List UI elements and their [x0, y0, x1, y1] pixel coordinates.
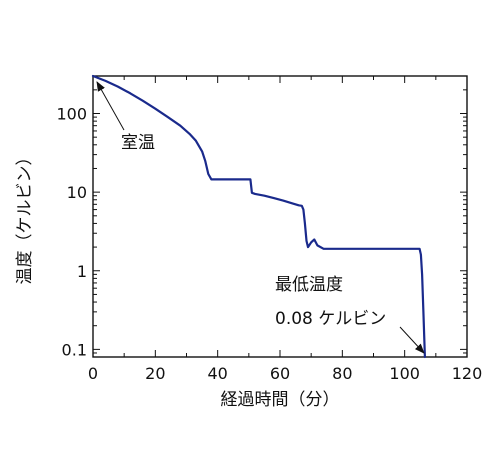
- axes: 0 20 40 60 80 100 120 0.1 1 10 100 経過時間（分） 温度（ケルビン）: [15, 75, 483, 410]
- x-tick-label: 120: [452, 364, 483, 383]
- y-tick-label: 0.1: [62, 340, 87, 359]
- x-tick-label: 60: [270, 364, 290, 383]
- room-temp-arrow: [96, 81, 125, 131]
- x-tick-label: 20: [145, 364, 165, 383]
- series-layer: [91, 74, 426, 359]
- x-tick-label: 40: [207, 364, 227, 383]
- x-axis-title: 経過時間（分）: [221, 390, 340, 410]
- min-temp-label: 0.08 ケルビン: [275, 309, 386, 329]
- y-tick-label: 1: [77, 262, 87, 281]
- min-temp-arrow: [399, 326, 425, 354]
- x-tick-label: 100: [389, 364, 420, 383]
- min-temp-label: 最低温度: [275, 275, 343, 295]
- room-temp-label: 室温: [121, 133, 155, 153]
- y-tick-label: 10: [67, 183, 87, 202]
- x-tick-label: 80: [332, 364, 352, 383]
- temperature-line: [91, 74, 426, 359]
- y-axis-title: 温度（ケルビン）: [15, 149, 35, 285]
- y-tick-label: 100: [56, 105, 87, 124]
- x-tick-label: 0: [88, 364, 98, 383]
